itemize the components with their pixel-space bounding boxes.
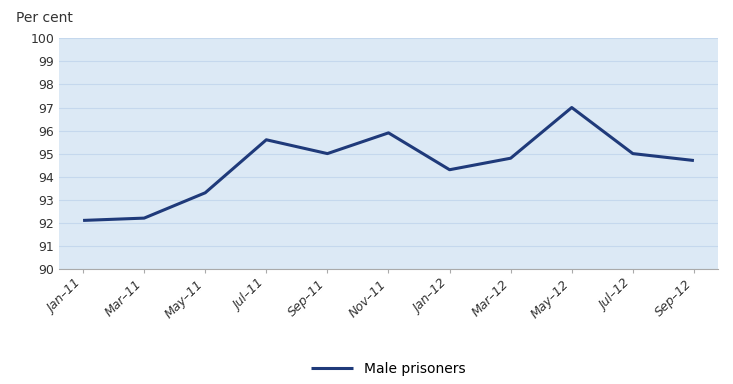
Male prisoners xyxy=(384,131,393,135)
Legend: Male prisoners: Male prisoners xyxy=(306,357,471,382)
Male prisoners xyxy=(201,190,210,195)
Line: Male prisoners: Male prisoners xyxy=(83,108,694,220)
Male prisoners xyxy=(628,151,637,156)
Male prisoners xyxy=(262,137,270,142)
Male prisoners xyxy=(78,218,87,223)
Text: Per cent: Per cent xyxy=(15,11,73,25)
Male prisoners xyxy=(323,151,332,156)
Male prisoners xyxy=(140,216,149,220)
Male prisoners xyxy=(507,156,515,161)
Male prisoners xyxy=(567,105,576,110)
Male prisoners xyxy=(445,167,454,172)
Male prisoners xyxy=(690,158,699,163)
